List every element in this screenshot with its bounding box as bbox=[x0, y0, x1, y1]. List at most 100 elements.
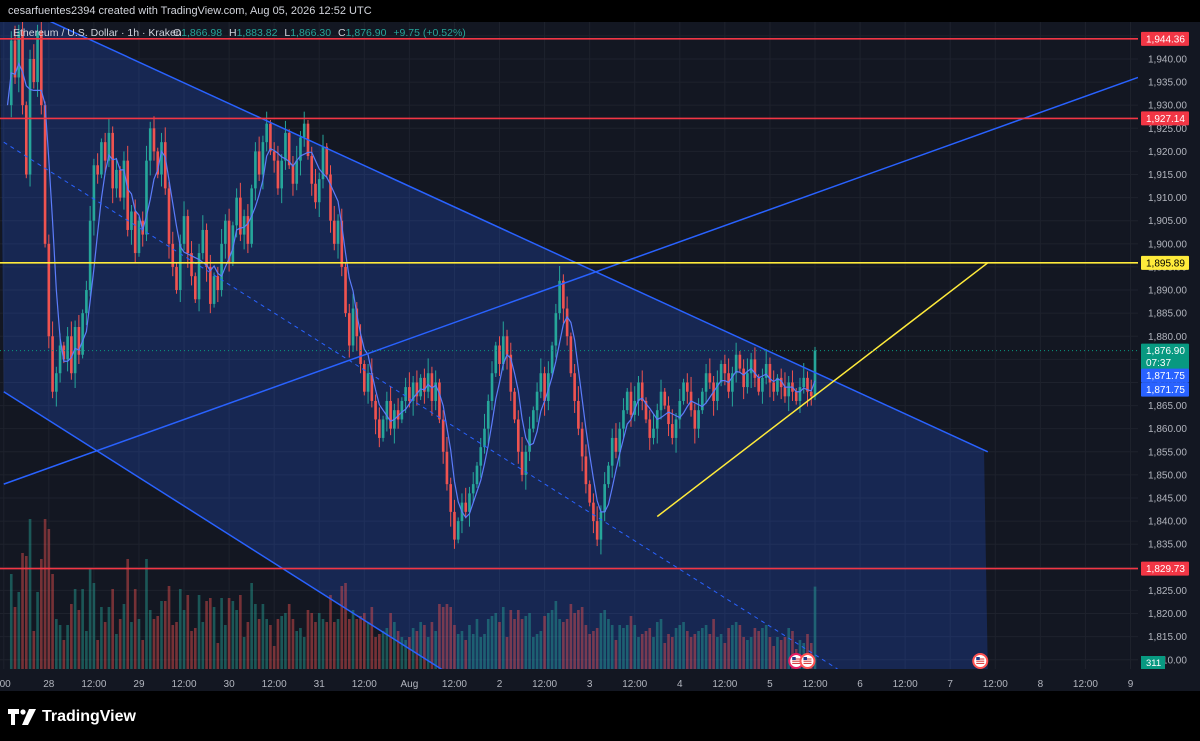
candle-body bbox=[370, 373, 374, 401]
candle-body bbox=[344, 266, 347, 314]
volume-bar bbox=[96, 640, 99, 669]
time-tick-label: :00 bbox=[0, 679, 11, 690]
us-flag-event-icon[interactable] bbox=[972, 653, 989, 669]
candle-body bbox=[261, 142, 265, 175]
volume-bar bbox=[43, 519, 47, 669]
candle-body bbox=[302, 123, 306, 138]
candle-body bbox=[550, 345, 554, 374]
candle-body bbox=[701, 391, 704, 411]
volume-bar bbox=[674, 628, 678, 669]
candle-body bbox=[81, 313, 84, 355]
trendline-support-line[interactable] bbox=[656, 262, 989, 518]
legend-l-value: 1,866.30 bbox=[290, 27, 331, 39]
candle-body bbox=[794, 391, 798, 401]
candle-body bbox=[749, 359, 753, 374]
volume-bar bbox=[490, 616, 494, 669]
volume-bar bbox=[637, 637, 640, 669]
time-tick-label: 6 bbox=[857, 679, 863, 690]
candle-body bbox=[483, 428, 486, 448]
candle-body bbox=[640, 382, 644, 401]
volume-bar bbox=[689, 637, 693, 669]
candle-body bbox=[329, 174, 332, 221]
candle-body bbox=[667, 405, 670, 425]
level-badge-text: 1,895.89 bbox=[1146, 258, 1185, 269]
volume-bar bbox=[284, 613, 287, 669]
volume-bar bbox=[791, 631, 794, 669]
trendline-rising-line[interactable] bbox=[3, 76, 1139, 485]
volume-bar bbox=[532, 637, 535, 669]
volume-bar bbox=[224, 625, 227, 669]
candle-body bbox=[809, 391, 813, 397]
time-tick-label: 12:00 bbox=[81, 679, 106, 690]
price-tick-label: 1,815.00 bbox=[1148, 632, 1187, 643]
chart-area[interactable]: 1,810.001,815.001,820.001,825.001,830.00… bbox=[0, 2, 1200, 707]
time-tick-label: 12:00 bbox=[532, 679, 557, 690]
candle-body bbox=[103, 142, 107, 161]
candle-body bbox=[704, 373, 708, 392]
candle-body bbox=[287, 132, 291, 166]
volume-badge-text: 311 bbox=[1146, 658, 1161, 669]
candle-body bbox=[614, 437, 618, 452]
volume-bar bbox=[235, 610, 238, 669]
candle-body bbox=[599, 511, 603, 540]
candle-body bbox=[592, 502, 595, 522]
legend-ohlc: O1,866.98 H1,883.82 L1,866.30 C1,876.90 … bbox=[173, 27, 466, 39]
candle-body bbox=[100, 142, 103, 175]
event-markers[interactable] bbox=[788, 653, 989, 669]
candle-body bbox=[430, 373, 434, 401]
volume-bar bbox=[145, 559, 148, 669]
candle-body bbox=[441, 419, 445, 452]
volume-bar bbox=[32, 631, 36, 669]
volume-bar bbox=[712, 619, 715, 669]
volume-bar bbox=[716, 637, 719, 669]
price-tick-label: 1,825.00 bbox=[1148, 586, 1187, 597]
candle-body bbox=[374, 400, 377, 420]
legend-o-value: 1,866.98 bbox=[181, 27, 222, 39]
candle-body bbox=[490, 373, 494, 401]
volume-bar bbox=[614, 640, 618, 669]
candle-body bbox=[28, 58, 32, 175]
volume-bars bbox=[9, 519, 817, 669]
volume-bar bbox=[370, 607, 374, 669]
candle-body bbox=[404, 387, 407, 401]
volume-bar bbox=[85, 631, 88, 669]
volume-bar bbox=[400, 637, 404, 669]
candle-body bbox=[163, 142, 167, 189]
trendline-channel-upper[interactable] bbox=[10, 2, 989, 453]
candle-body bbox=[224, 220, 227, 244]
volume-bar bbox=[629, 616, 633, 669]
candle-body bbox=[697, 410, 700, 429]
trendlines[interactable] bbox=[3, 2, 1139, 707]
price-tick-label: 1,855.00 bbox=[1148, 447, 1187, 458]
time-tick-label: 9 bbox=[1128, 679, 1134, 690]
candle-body bbox=[257, 151, 261, 175]
volume-bar bbox=[39, 559, 43, 669]
volume-bar bbox=[24, 556, 28, 669]
trendline-channel-lower[interactable] bbox=[3, 391, 500, 707]
horizontal-levels[interactable] bbox=[0, 38, 1138, 570]
time-tick-label: 12:00 bbox=[352, 679, 377, 690]
time-axis[interactable]: :002812:002912:003012:003112:00Aug12:002… bbox=[0, 669, 1200, 691]
candle-body bbox=[209, 266, 212, 304]
candle-body bbox=[543, 373, 546, 401]
volume-bar bbox=[595, 628, 599, 669]
level-badge: 1,829.73 bbox=[1141, 561, 1189, 576]
tradingview-logo[interactable]: TradingView bbox=[8, 707, 136, 727]
candle-body bbox=[746, 373, 749, 388]
price-chart[interactable]: 1,810.001,815.001,820.001,825.001,830.00… bbox=[0, 2, 1200, 707]
price-tick-label: 1,835.00 bbox=[1148, 540, 1187, 551]
candle-body bbox=[58, 345, 62, 374]
candle-body bbox=[332, 220, 336, 244]
time-tick-label: 12:00 bbox=[442, 679, 467, 690]
candle-body bbox=[505, 336, 509, 355]
volume-bar bbox=[761, 628, 764, 669]
volume-bar bbox=[276, 619, 280, 669]
volume-bar bbox=[47, 529, 51, 669]
volume-bar bbox=[464, 640, 468, 669]
ma-badge-text: 1,871.75 bbox=[1146, 385, 1185, 396]
volume-bar bbox=[813, 586, 817, 669]
volume-bar bbox=[659, 619, 663, 669]
us-flag-event-icon[interactable] bbox=[799, 653, 816, 669]
candle-body bbox=[562, 280, 565, 309]
candle-body bbox=[122, 160, 126, 198]
